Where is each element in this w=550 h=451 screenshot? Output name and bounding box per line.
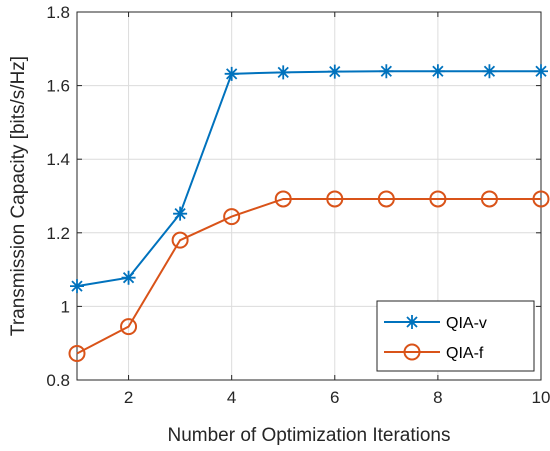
y-tick-label: 1.4 <box>46 150 70 169</box>
x-axis-label: Number of Optimization Iterations <box>167 425 450 446</box>
data-point-qia-v <box>482 64 497 79</box>
data-point-qia-v <box>430 64 445 79</box>
x-tick-label: 6 <box>330 388 339 407</box>
data-point-qia-f <box>223 208 241 226</box>
legend-swatch-marker-qia-v <box>405 315 419 329</box>
legend: QIA-v QIA-f <box>376 300 535 372</box>
y-tick-label: 1.2 <box>46 224 70 243</box>
data-point-qia-f <box>377 190 395 208</box>
legend-label-qia-f: QIA-f <box>446 345 484 362</box>
data-point-qia-f <box>171 231 189 249</box>
legend-swatch-marker-qia-f <box>403 343 421 361</box>
data-point-qia-f <box>68 345 86 363</box>
data-point-qia-v <box>121 270 136 285</box>
data-point-qia-v <box>70 279 84 294</box>
data-point-qia-f <box>480 190 498 208</box>
data-point-qia-f <box>429 190 447 208</box>
series-line-qia-v <box>76 70 541 288</box>
x-tick-label: 2 <box>124 388 133 407</box>
data-point-qia-v <box>327 64 342 79</box>
data-point-qia-v <box>379 64 394 79</box>
y-tick-label: 1 <box>61 297 70 316</box>
data-point-qia-v <box>173 206 188 221</box>
legend-label-qia-v: QIA-v <box>446 315 487 332</box>
y-tick-label: 1.6 <box>46 77 70 96</box>
plot-frame <box>76 11 542 381</box>
legend-marker-qia-f <box>403 343 421 361</box>
data-point-qia-v <box>276 65 291 80</box>
axis-ticks: 2 4 6 8 10 0.8 1 1.2 1.4 1.6 1.8 <box>46 3 550 407</box>
x-tick-label: 8 <box>433 388 442 407</box>
legend-box <box>376 300 535 372</box>
x-tick-label: 10 <box>532 388 550 407</box>
y-tick-label: 1.8 <box>46 3 70 22</box>
data-point-qia-f <box>532 190 550 208</box>
data-point-qia-f <box>274 190 292 208</box>
x-tick-label: 4 <box>227 388 236 407</box>
legend-marker-qia-v <box>405 315 419 329</box>
data-point-qia-v <box>534 64 548 79</box>
series-group <box>68 64 550 363</box>
data-point-qia-f <box>326 190 344 208</box>
y-tick-label: 0.8 <box>46 371 70 390</box>
series-line-qia-f <box>76 197 541 355</box>
data-point-qia-f <box>120 318 138 336</box>
data-point-qia-v <box>224 66 239 81</box>
y-axis-label: Transmission Capacity [bits/s/Hz] <box>8 56 29 336</box>
